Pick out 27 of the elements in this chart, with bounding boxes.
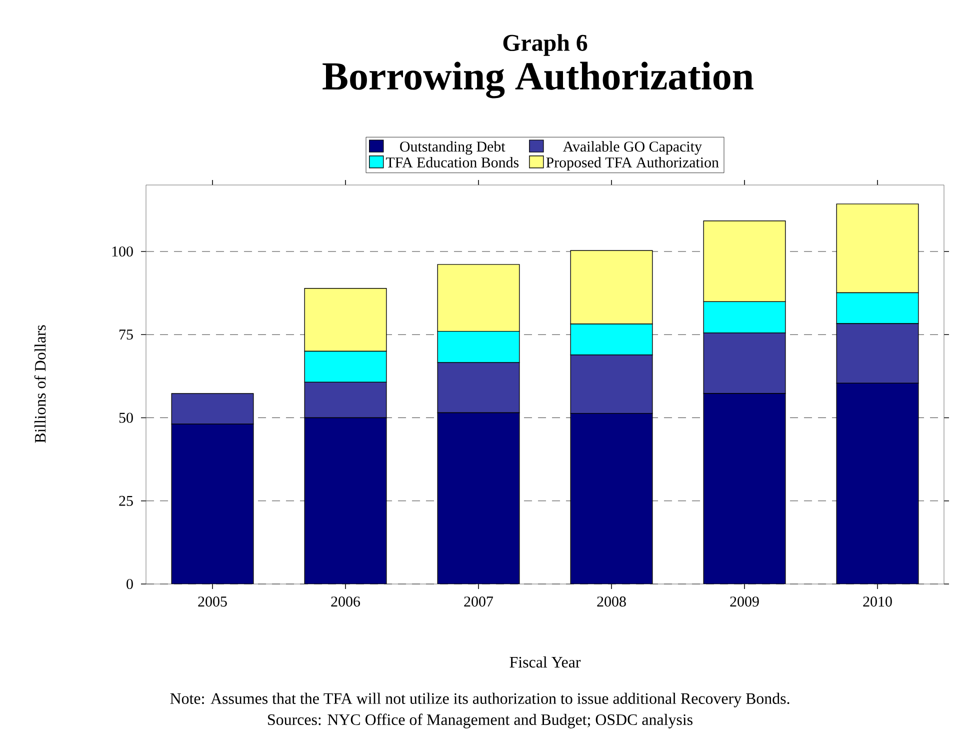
legend-label: Outstanding Debt [400, 141, 506, 155]
legend-label: TFA Education Bonds [386, 156, 519, 168]
chart-subtitle: Graph 6 [503, 34, 588, 56]
bar [437, 412, 520, 584]
y-tick-label: 100 [112, 246, 133, 257]
y-tick-label: 0 [126, 578, 133, 590]
y-axis-title: Billions of Dollars [34, 325, 46, 443]
text: Note: Assumes that the TFA will not utilize its authorization to issue additional Recovery Bonds. [170, 692, 790, 708]
bar [703, 393, 786, 584]
bar [172, 424, 254, 584]
chart-title: Borrowing Authorization [322, 62, 754, 98]
y-tick-label: 75 [120, 330, 133, 340]
x-tick-label: 2006 [331, 596, 360, 607]
x-tick-label: 2009 [730, 596, 759, 607]
y-tick-label: 50 [119, 412, 133, 423]
bar [304, 417, 387, 584]
source-note: Sources: NYC Office of Management and Budget; OSDC analysis [268, 714, 692, 728]
x-axis-title: Fiscal Year [510, 656, 581, 668]
x-tick-label: 2008 [597, 596, 626, 607]
x-tick-label: 2010 [863, 596, 892, 607]
y-tick-label: 25 [119, 496, 133, 506]
x-tick-label: 2007 [464, 596, 494, 607]
legend-label: Proposed TFA Authorization [546, 156, 719, 171]
bar [570, 413, 653, 584]
legend-label: Available GO Capacity [562, 141, 702, 155]
x-tick-label: 2005 [198, 596, 227, 607]
bar [836, 382, 919, 584]
